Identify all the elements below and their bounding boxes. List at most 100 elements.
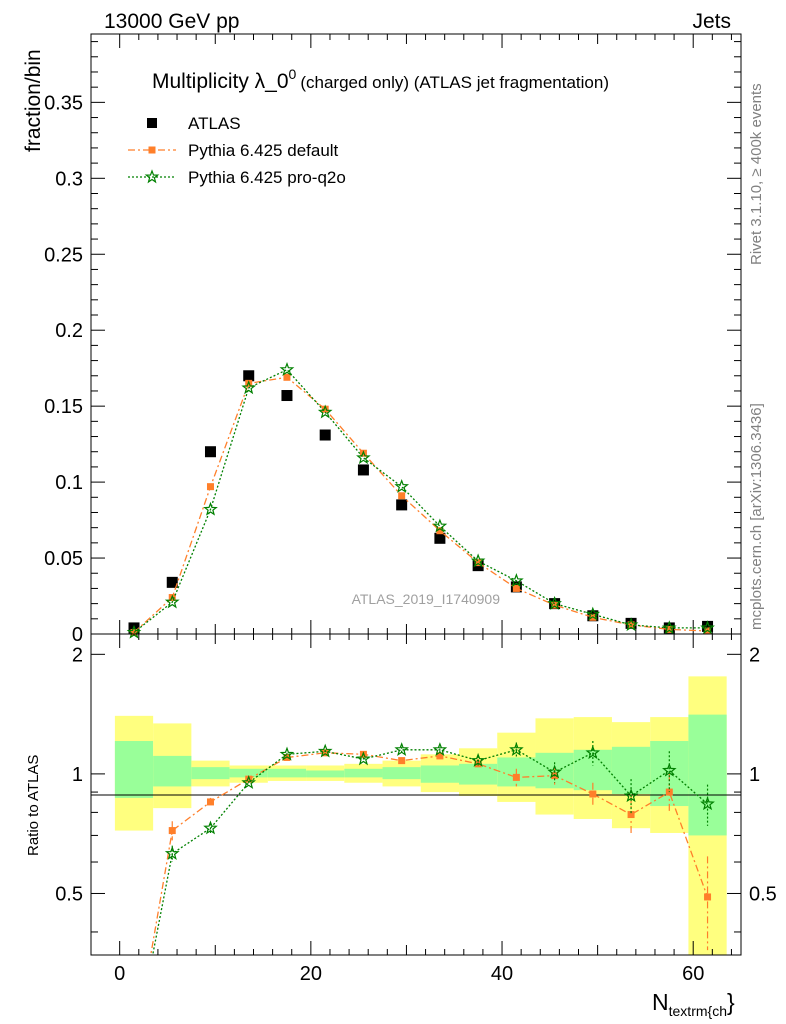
main-plot-y-axis-label: fraction/bin xyxy=(22,49,45,152)
ratio-point-pythia-pro-q2o xyxy=(164,845,180,860)
data-point-atlas xyxy=(319,429,331,441)
data-point-pythia-default xyxy=(436,527,444,535)
ratio-plot-panel: 0 20 40 60 0.5 0.5 1 1 2 2 Ratio to ATLAS xyxy=(25,633,777,985)
ratio-line-0 xyxy=(150,752,709,955)
y-tick-label: 0.2 xyxy=(55,320,83,342)
data-point-atlas xyxy=(204,446,216,458)
ratio-plot-axes: 0 20 40 60 0.5 0.5 1 1 2 2 xyxy=(55,634,777,985)
ratio-point-pythia-default xyxy=(245,775,253,783)
legend-label-atlas: ATLAS xyxy=(188,114,241,133)
data-point-pythia-pro-q2o xyxy=(585,606,601,621)
ratio-point-pythia-default xyxy=(512,773,520,781)
y-tick-label: 0.35 xyxy=(44,92,83,114)
y-tick-label-right: 2 xyxy=(749,644,760,666)
data-point-atlas xyxy=(166,576,178,588)
band-stat xyxy=(114,741,154,798)
header-right-label: Jets xyxy=(692,10,731,33)
plot-title: Multiplicity λ_00 (charged only) (ATLAS j… xyxy=(152,66,609,93)
ratio-point-pythia-pro-q2o xyxy=(662,762,677,777)
data-point-pythia-default xyxy=(321,405,329,413)
data-point-pythia-pro-q2o xyxy=(279,361,295,377)
ratio-point-pythia-default xyxy=(589,790,597,798)
band-stat xyxy=(420,765,460,783)
band-stat xyxy=(459,763,498,785)
y-tick-label-right: 0.5 xyxy=(749,883,777,905)
legend-label-pythia-pro-q2o: Pythia 6.425 pro-q2o xyxy=(188,168,346,187)
rivet-version-label: Rivet 3.1.10, ≥ 400k events xyxy=(748,83,765,265)
x-axis-label: Ntextrm{ch} xyxy=(652,989,735,1019)
band-stat xyxy=(688,714,727,836)
data-point-atlas xyxy=(702,620,714,632)
ratio-point-pythia-default xyxy=(321,749,329,757)
y-tick-label: 2 xyxy=(72,644,83,666)
y-tick-label: 1 xyxy=(72,764,83,786)
data-point-pythia-default xyxy=(551,601,559,609)
ratio-plot-frame xyxy=(90,633,742,956)
ratio-point-pythia-pro-q2o xyxy=(432,742,448,756)
data-point-pythia-pro-q2o xyxy=(432,518,448,533)
x-tick-label: 40 xyxy=(491,963,513,985)
legend-label-pythia-default: Pythia 6.425 default xyxy=(188,141,339,160)
data-point-pythia-default xyxy=(283,373,291,381)
main-plot-axes: 0 0.05 0.1 0.15 0.2 0.25 0.3 0.35 xyxy=(44,34,741,646)
data-point-pythia-pro-q2o xyxy=(470,553,486,568)
ratio-point-pythia-pro-q2o xyxy=(547,764,562,779)
y-tick-label: 0.25 xyxy=(44,244,83,266)
data-point-pythia-pro-q2o xyxy=(509,573,524,588)
data-point-atlas xyxy=(243,370,255,382)
data-point-pythia-pro-q2o xyxy=(547,595,562,610)
data-point-pythia-pro-q2o xyxy=(661,620,677,635)
data-point-pythia-pro-q2o xyxy=(700,620,715,635)
ratio-uncertainty-bands xyxy=(114,676,727,955)
ratio-point-pythia-default xyxy=(436,752,444,760)
data-point-pythia-pro-q2o xyxy=(356,450,371,465)
legend-marker-atlas xyxy=(147,118,157,128)
data-point-pythia-pro-q2o xyxy=(317,404,333,419)
ratio-point-pythia-pro-q2o xyxy=(317,743,333,758)
x-tick-label: 60 xyxy=(682,963,704,985)
ratio-point-pythia-default xyxy=(398,757,406,765)
data-point-pythia-default xyxy=(474,559,482,567)
data-point-atlas xyxy=(396,499,408,511)
band-stat xyxy=(344,768,383,778)
legend: ATLAS Pythia 6.425 default Pythia 6.425 … xyxy=(128,114,346,187)
band-stat xyxy=(306,770,345,778)
series-line-2 xyxy=(133,368,708,634)
y-tick-label: 0.15 xyxy=(44,396,83,418)
data-point-pythia-default xyxy=(398,492,406,500)
x-tick-label: 20 xyxy=(300,963,322,985)
ratio-y-axis-label: Ratio to ATLAS xyxy=(25,755,42,856)
header-left-label: 13000 GeV pp xyxy=(104,10,239,33)
legend-entry-pythia-default: Pythia 6.425 default xyxy=(128,141,339,160)
legend-marker-pythia-pro-q2o xyxy=(144,169,160,184)
data-point-pythia-pro-q2o xyxy=(394,478,410,493)
ratio-point-pythia-pro-q2o xyxy=(623,788,639,803)
ratio-plot-series xyxy=(150,741,715,955)
ratio-point-pythia-pro-q2o xyxy=(470,752,486,767)
y-tick-label: 0.05 xyxy=(44,548,83,570)
band-stat xyxy=(229,768,268,778)
y-tick-label-right: 1 xyxy=(749,764,760,786)
x-tick-label: 0 xyxy=(114,963,125,985)
y-tick-label: 0.5 xyxy=(55,883,83,905)
ratio-point-pythia-default xyxy=(704,893,712,901)
plot-title-superscript: 0 xyxy=(289,66,297,82)
data-point-pythia-pro-q2o xyxy=(126,624,142,639)
ratio-point-pythia-pro-q2o xyxy=(279,746,295,761)
data-point-pythia-default xyxy=(206,483,214,491)
ratio-point-pythia-default xyxy=(627,811,635,819)
data-point-atlas xyxy=(357,464,369,476)
data-point-pythia-default xyxy=(665,625,673,633)
y-tick-label: 0 xyxy=(72,624,83,646)
data-point-pythia-pro-q2o xyxy=(241,380,257,395)
legend-entry-pythia-pro-q2o: Pythia 6.425 pro-q2o xyxy=(128,168,346,187)
legend-entry-atlas: ATLAS xyxy=(147,114,241,133)
band-stat xyxy=(153,755,192,787)
ratio-point-pythia-pro-q2o xyxy=(509,742,524,756)
band-stat xyxy=(382,767,421,780)
ratio-point-pythia-default xyxy=(206,798,214,806)
data-point-pythia-pro-q2o xyxy=(623,617,639,632)
main-plot-panel: 0 0.05 0.1 0.15 0.2 0.25 0.3 0.35 ATLAS_2019_I1… xyxy=(22,33,742,646)
legend-marker-pythia-default xyxy=(148,146,156,154)
